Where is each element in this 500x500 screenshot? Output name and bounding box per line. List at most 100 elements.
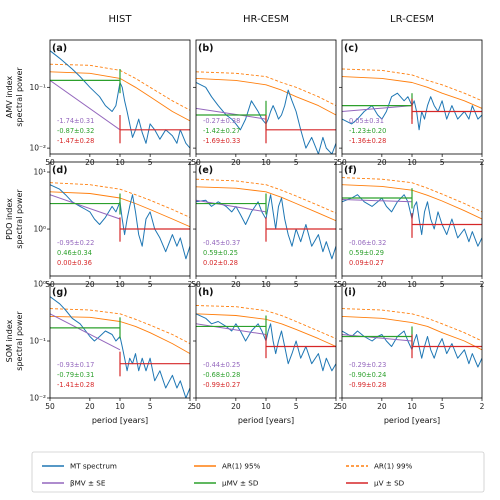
- x-tick-label: 20: [377, 280, 387, 289]
- panel-e: 50 20 10 5 2(e)-0.45±0.370.59±0.250.02±0.28: [191, 161, 339, 289]
- panel-letter: (a): [52, 43, 67, 54]
- column-title: HR-CESM: [243, 14, 289, 25]
- annotation-mu_v: -0.99±0.28: [349, 381, 386, 389]
- annotation-beta: -1.74±0.31: [57, 117, 94, 125]
- x-tick-label: 20: [377, 158, 387, 167]
- x-tick-label: 5: [148, 280, 153, 289]
- x-tick-label: 2: [188, 402, 193, 411]
- legend-label: AR(1) 95%: [222, 462, 261, 471]
- annotation-mu_mv: 0.59±0.29: [349, 249, 384, 257]
- panel-plot-area: [196, 305, 336, 372]
- row-label-line1: PDO index: [5, 198, 14, 240]
- ar1-95-line: [342, 315, 482, 351]
- ar1-99-line: [342, 177, 482, 213]
- x-axis-label: period [years]: [92, 416, 148, 425]
- legend-item-mu_mv: μMV ± SD: [194, 479, 259, 488]
- legend-label: MT spectrum: [70, 462, 117, 471]
- panel-plot-area: [196, 71, 336, 154]
- y-tick-label: 10⁰: [33, 225, 46, 234]
- panel-letter: (h): [198, 287, 213, 298]
- x-tick-label: 10: [261, 280, 271, 289]
- annotation-beta: -0.95±0.22: [57, 239, 94, 247]
- annotation-mu_mv: -1.42±0.27: [203, 127, 240, 135]
- panel-plot-area: [342, 308, 482, 368]
- annotation-mu_v: -1.47±0.28: [57, 137, 94, 145]
- x-tick-label: 20: [231, 402, 241, 411]
- panel-letter: (b): [198, 43, 213, 54]
- ar1-95-line: [342, 76, 482, 109]
- ar1-99-line: [196, 178, 336, 214]
- panel-letter: (i): [344, 287, 356, 298]
- mt-spectrum-line: [50, 296, 190, 398]
- row-label-line1: AMV index: [5, 76, 14, 119]
- ar1-99-line: [50, 182, 190, 218]
- column-title: LR-CESM: [390, 14, 434, 25]
- legend-label: μV ± SD: [374, 479, 405, 488]
- x-tick-label: 20: [377, 402, 387, 411]
- x-tick-label: 10: [407, 280, 417, 289]
- x-tick-label: 20: [85, 402, 95, 411]
- ar1-95-line: [50, 71, 190, 122]
- mt-spectrum-line: [196, 82, 336, 154]
- panel-letter: (e): [198, 165, 213, 176]
- x-tick-label: 10: [407, 158, 417, 167]
- x-tick-label: 5: [440, 158, 445, 167]
- y-tick-label: 10⁻¹: [29, 337, 46, 346]
- panel-i: 50 20 10 5 2 (i) -0.29±0.23 -0.90±0.24 -0.99±0.2…: [337, 283, 485, 411]
- panel-c: 50 20 10 5 2(c)0.05±0.31-1.23±0.20-1.36±0.28: [337, 39, 485, 167]
- ar1-95-line: [50, 315, 190, 354]
- beta-mv-line: [196, 199, 267, 213]
- annotation-mu_mv: -1.23±0.20: [349, 127, 386, 135]
- panel-plot-area: [50, 50, 190, 149]
- x-tick-label: 50: [337, 402, 347, 411]
- annotation-beta: 0.05±0.31: [349, 117, 384, 125]
- annotation-mu_mv: -0.90±0.24: [349, 371, 386, 379]
- x-tick-label: 10: [115, 280, 125, 289]
- x-tick-label: 5: [294, 280, 299, 289]
- panel-letter: (g): [52, 287, 67, 298]
- annotation-mu_v: 0.02±0.28: [203, 259, 238, 267]
- beta-mv-line: [342, 334, 413, 342]
- panel-plot-area: [50, 296, 190, 398]
- ar1-99-line: [342, 308, 482, 342]
- panels: 50 20 10 5 2 10⁻² 10⁻¹ (a) -1.74±0.31 -0.87±0.32 -…: [29, 39, 485, 411]
- mt-spectrum-line: [342, 194, 482, 247]
- panel-plot-area: [196, 178, 336, 260]
- beta-mv-line: [196, 107, 267, 120]
- legend-box: [31, 451, 485, 493]
- annotation-beta: -0.29±0.23: [349, 361, 386, 369]
- legend-label: μMV ± SD: [222, 479, 259, 488]
- x-axis-label: period [years]: [384, 416, 440, 425]
- annotation-beta: -0.93±0.17: [57, 361, 94, 369]
- y-tick-label: 10¹: [33, 168, 46, 177]
- column-titles: HIST HR-CESM LR-CESM: [109, 14, 434, 25]
- x-axis-labels: period [years] period [years] period [year…: [92, 416, 440, 425]
- y-tick-label: 10⁻¹: [29, 83, 46, 92]
- panel-letter: (d): [52, 165, 67, 176]
- panel-plot-area: [342, 177, 482, 247]
- legend-item-ar99: AR(1) 99%: [346, 462, 413, 471]
- beta-mv-line: [342, 199, 413, 203]
- row-label-line2: spectral power: [15, 67, 24, 127]
- legend-item-mu_v: μV ± SD: [346, 479, 405, 488]
- panel-plot-area: [342, 68, 482, 131]
- column-title: HIST: [109, 14, 133, 25]
- panel-h: 50 20 10 5 2 (h) -0.44±0.25 -0.68±0.28 -0.99±0.2…: [191, 283, 339, 411]
- beta-mv-line: [196, 323, 267, 335]
- ar1-99-line: [196, 305, 336, 340]
- annotation-mu_v: 0.09±0.27: [349, 259, 384, 267]
- x-tick-label: 5: [148, 402, 153, 411]
- x-tick-label: 20: [85, 158, 95, 167]
- y-tick-label: 10⁻²: [29, 144, 46, 153]
- beta-mv-line: [342, 105, 413, 112]
- annotation-mu_v: -0.99±0.27: [203, 381, 240, 389]
- mt-spectrum-line: [342, 92, 482, 131]
- legend-label: AR(1) 99%: [374, 462, 413, 471]
- y-tick-label: 10⁻²: [29, 394, 46, 403]
- mt-spectrum-line: [50, 50, 190, 149]
- legend: MT spectrum AR(1) 95% AR(1) 99% βMV ± SE μMV…: [31, 451, 485, 493]
- x-tick-label: 10: [261, 158, 271, 167]
- x-tick-label: 5: [440, 280, 445, 289]
